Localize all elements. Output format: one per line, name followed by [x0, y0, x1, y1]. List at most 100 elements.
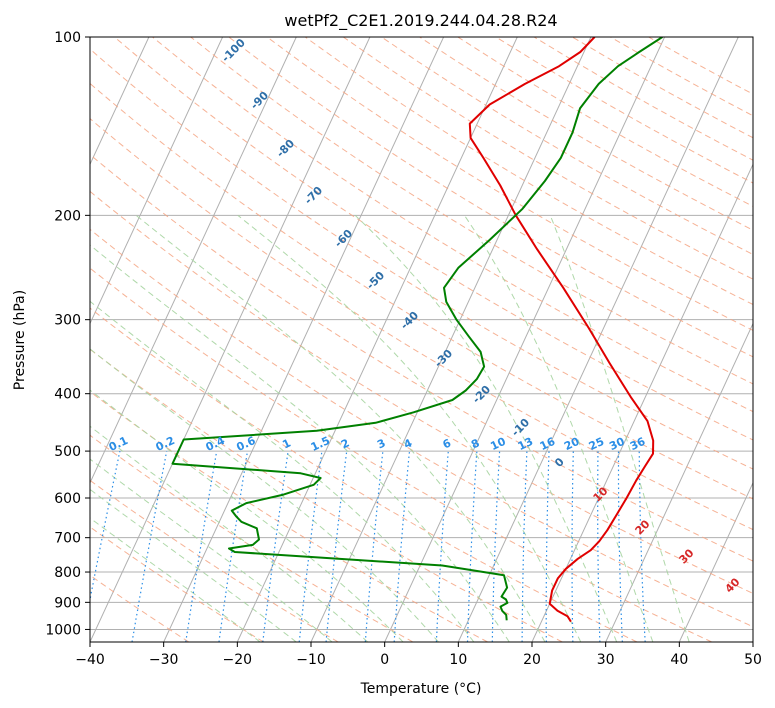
mixing-ratio-line — [521, 451, 528, 642]
x-axis-label: Temperature (°C) — [360, 681, 482, 697]
dry-adiabat — [266, 37, 753, 331]
mixing-ratio-label: 1 — [280, 436, 292, 451]
mixing-ratio-label: 6 — [441, 436, 454, 451]
moist-adiabat — [549, 215, 690, 642]
adiabat-layer — [90, 37, 753, 642]
isotherm-gridline — [384, 37, 666, 642]
isotherm-gridline — [90, 37, 224, 325]
dry-adiabat-label: -100 — [219, 36, 248, 65]
y-tick-label: 800 — [54, 565, 81, 581]
dry-adiabat — [304, 37, 753, 306]
x-tick-label: 50 — [744, 652, 762, 668]
mixing-ratio-label: 36 — [628, 435, 648, 453]
dry-adiabat — [90, 117, 753, 531]
x-tick-label: 20 — [523, 652, 541, 668]
dry-adiabat — [90, 82, 753, 500]
moist-adiabat — [90, 425, 369, 642]
dry-adiabat — [533, 37, 753, 161]
dry-adiabat-label: -80 — [274, 137, 297, 160]
moist-adiabat — [463, 215, 654, 642]
mixing-ratio-label: 3 — [375, 436, 387, 451]
mixing-ratio-line — [597, 451, 601, 642]
x-tick-label: 10 — [449, 652, 467, 668]
dry-adiabat — [90, 190, 753, 595]
mixing-ratio-label: 10 — [488, 435, 508, 453]
y-tick-label: 300 — [54, 313, 81, 329]
mixing-ratio-line — [364, 451, 384, 642]
temperature-profile-line — [468, 37, 655, 623]
mixing-ratio-label: 20 — [562, 435, 582, 453]
dry-adiabat-label: 30 — [677, 546, 697, 566]
moist-adiabat — [354, 214, 618, 642]
dry-adiabat-label: -20 — [470, 383, 493, 406]
mixing-ratio-label: 16 — [538, 435, 558, 453]
dry-adiabat — [90, 153, 753, 562]
isotherm-gridline — [163, 37, 445, 642]
y-tick-label: 100 — [54, 30, 81, 46]
isotherm-gridline — [0, 37, 2, 642]
isotherm-gridline — [236, 37, 518, 642]
isotherm-gridline — [605, 322, 753, 642]
dry-adiabat-label: -40 — [398, 309, 421, 332]
moist-adiabat — [90, 458, 333, 642]
y-tick-label: 200 — [54, 208, 81, 224]
isotherm-gridline — [90, 37, 297, 484]
dry-adiabat-label: -30 — [432, 347, 455, 370]
chart-title: wetPf2_C2E1.2019.244.04.28.R24 — [284, 11, 557, 31]
moist-adiabat — [90, 488, 297, 642]
dry-adiabat-label: -70 — [302, 184, 325, 207]
y-tick-label: 400 — [54, 387, 81, 403]
mixing-ratio-line — [638, 451, 646, 642]
dry-adiabat — [190, 37, 753, 385]
x-tick-label: −20 — [223, 652, 253, 668]
dry-adiabat — [381, 37, 753, 255]
mixing-ratio-line — [131, 450, 168, 642]
isotherm-gridline — [752, 640, 753, 642]
dry-adiabat — [90, 348, 563, 642]
moist-adiabat — [90, 300, 475, 642]
y-tick-label: 600 — [54, 491, 81, 507]
y-tick-label: 900 — [54, 595, 81, 611]
mixing-ratio-line — [491, 451, 501, 642]
axis-layer: −40 −30 −20 −10 0 10 20 30 40 50 100 200 300 400 500 60… — [45, 30, 762, 668]
x-tick-label: −10 — [296, 652, 326, 668]
dry-adiabat — [90, 228, 753, 628]
grid-layer — [0, 37, 753, 642]
mixing-ratio-line — [435, 451, 449, 642]
dry-adiabat — [648, 37, 753, 95]
dry-adiabat-label: 10 — [591, 484, 611, 504]
y-tick-label: 1000 — [45, 622, 81, 638]
x-tick-label: 30 — [597, 652, 615, 668]
dry-adiabat — [228, 37, 753, 358]
mixing-ratio-label: 4 — [402, 436, 415, 451]
mixing-ratio-line — [218, 451, 249, 642]
mixing-ratio-line — [90, 450, 121, 603]
dry-adiabat — [610, 37, 753, 117]
dry-adiabat — [90, 307, 638, 642]
dry-adiabat-label: -90 — [248, 89, 271, 112]
mixing-ratio-line — [262, 451, 289, 642]
moist-adiabat — [90, 244, 510, 642]
mixing-ratio-line — [298, 451, 323, 642]
dry-adiabat-label: 20 — [633, 517, 653, 537]
dry-adiabat — [114, 37, 753, 441]
x-tick-label: −40 — [75, 652, 105, 668]
dry-adiabat — [90, 479, 339, 642]
dry-adiabat — [572, 37, 753, 139]
line-label-layer: 0.1 0.2 0.4 0.6 1 1.5 2 3 4 6 8 10 13 16 20 25 30 36-100-… — [107, 36, 743, 596]
dry-adiabat — [343, 37, 753, 280]
isotherm-gridline — [531, 163, 753, 642]
moist-adiabat — [90, 517, 261, 642]
y-tick-label: 700 — [54, 531, 81, 547]
mixing-ratio-line — [545, 451, 550, 642]
mixing-ratio-label: 25 — [587, 435, 606, 453]
moist-adiabat — [90, 389, 404, 642]
x-tick-label: 40 — [670, 652, 688, 668]
dewpoint-profile-line — [171, 37, 663, 621]
dry-adiabat — [90, 390, 488, 642]
series-layer — [171, 37, 663, 623]
dry-adiabat-label: 40 — [723, 575, 743, 595]
isotherm-gridline — [678, 481, 753, 642]
moist-adiabat — [90, 348, 439, 642]
